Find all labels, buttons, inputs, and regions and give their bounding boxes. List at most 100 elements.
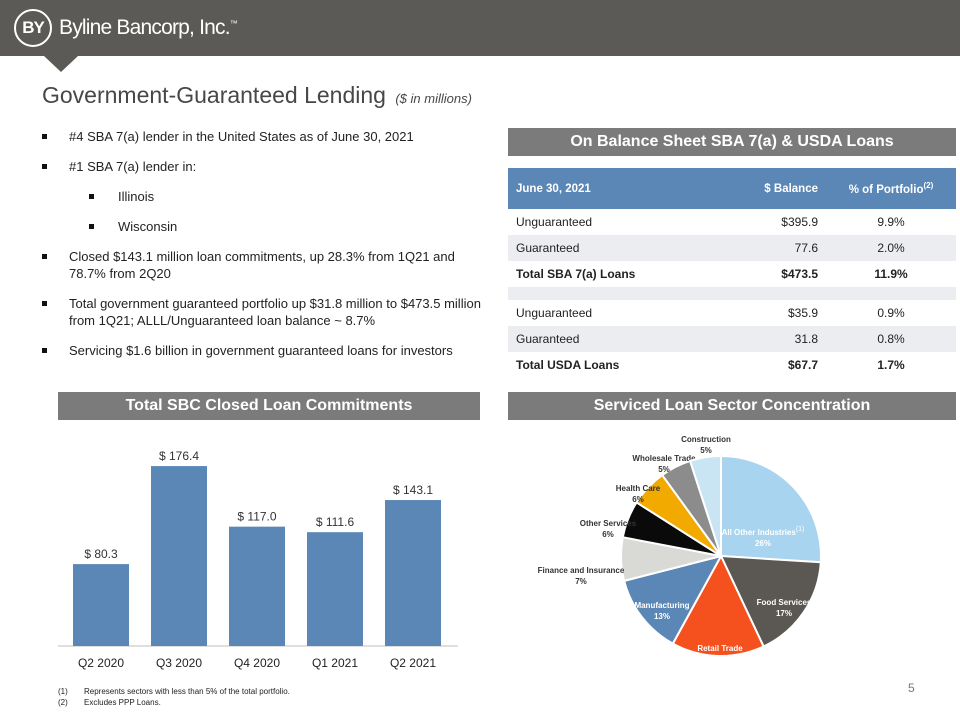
bullet-item: #4 SBA 7(a) lender in the United States … xyxy=(42,128,482,145)
slice-percent-label: 17% xyxy=(776,609,792,618)
logo-text: Byline Bancorp, Inc. xyxy=(59,16,231,39)
table-row: Guaranteed 31.8 0.8% xyxy=(508,326,956,352)
slice-percent-label: 5% xyxy=(700,446,712,455)
table-row: Guaranteed 77.6 2.0% xyxy=(508,235,956,261)
logo-trademark: ™ xyxy=(229,19,238,28)
bullet-item: Closed $143.1 million loan commitments, … xyxy=(42,248,482,282)
table-row: Unguaranteed $395.9 9.9% xyxy=(508,209,956,235)
footnote-text: Excludes PPP Loans. xyxy=(84,698,161,707)
footnote: (2) Excludes PPP Loans. xyxy=(58,697,290,708)
x-tick-label: Q4 2020 xyxy=(234,656,280,670)
slice-name-label: Finance and Insurance xyxy=(538,566,625,575)
slice-percent-label: 6% xyxy=(632,495,644,504)
bar-value-label: $ 80.3 xyxy=(84,547,118,561)
row-label: Total USDA Loans xyxy=(516,358,620,372)
slice-name-label: All Other Industries(1) xyxy=(722,526,805,537)
footnote-number: (2) xyxy=(58,698,68,707)
column-header-portfolio-text: % of Portfolio xyxy=(848,183,924,196)
bar-value-label: $ 111.6 xyxy=(316,515,355,529)
row-label: Guaranteed xyxy=(508,235,686,261)
table-spacer-row xyxy=(508,287,956,300)
slice-name-label: Construction xyxy=(681,435,731,444)
slice-name-label: Manufacturing xyxy=(634,601,689,610)
table-row: Unguaranteed $35.9 0.9% xyxy=(508,300,956,326)
bar xyxy=(307,532,363,646)
slice-name-label: Food Services xyxy=(757,598,812,607)
row-label: Unguaranteed xyxy=(516,215,593,229)
table-header-row: June 30, 2021 $ Balance % of Portfolio(2… xyxy=(508,168,956,209)
slice-name-label: Health Care xyxy=(616,484,661,493)
x-tick-label: Q3 2020 xyxy=(156,656,202,670)
x-tick-label: Q2 2021 xyxy=(390,656,436,670)
row-balance: 31.8 xyxy=(686,326,826,352)
slice-percent-label: 13% xyxy=(654,612,670,621)
row-percent: 0.8% xyxy=(826,326,956,352)
row-percent: 0.9% xyxy=(877,306,905,320)
highlights-list: #4 SBA 7(a) lender in the United States … xyxy=(42,128,482,372)
row-balance: 77.6 xyxy=(686,235,826,261)
footnotes: (1) Represents sectors with less than 5% … xyxy=(58,686,290,708)
pie-slice xyxy=(719,554,822,648)
slice-name-label: Other Services xyxy=(580,519,637,528)
bullet-item: #1 SBA 7(a) lender in: xyxy=(42,158,482,175)
table-total-row: Total USDA Loans $67.7 1.7% xyxy=(508,352,956,378)
bar xyxy=(151,466,207,646)
table-section-header: On Balance Sheet SBA 7(a) & USDA Loans xyxy=(508,128,956,156)
bar-chart-title: Total SBC Closed Loan Commitments xyxy=(58,392,480,420)
row-balance: $395.9 xyxy=(781,215,818,229)
bar xyxy=(229,526,285,646)
logo-mark: BY xyxy=(14,9,52,47)
pie-slice xyxy=(622,554,723,645)
pie-slice xyxy=(671,553,765,657)
row-label: Guaranteed xyxy=(508,326,686,352)
bullet-item: Servicing $1.6 billion in government gua… xyxy=(42,342,482,359)
row-percent: 2.0% xyxy=(826,235,956,261)
slice-percent-label: 5% xyxy=(658,465,670,474)
page-title: Government-Guaranteed Lending ($ in mill… xyxy=(42,82,472,109)
pie-chart: All Other Industries(1) 26% Food Services 1… xyxy=(538,435,822,664)
row-label: Total SBA 7(a) Loans xyxy=(516,267,636,281)
footnote-marker: (1) xyxy=(796,526,805,533)
row-balance: $473.5 xyxy=(781,267,818,281)
pie-slice xyxy=(688,454,722,557)
bullet-item: Total government guaranteed portfolio up… xyxy=(42,295,482,329)
table-total-row: Total SBA 7(a) Loans $473.5 11.9% xyxy=(508,261,956,287)
row-balance: $35.9 xyxy=(787,306,818,320)
slice-percent-label: 6% xyxy=(602,530,614,539)
footnote: (1) Represents sectors with less than 5% … xyxy=(58,686,290,697)
row-percent: 9.9% xyxy=(877,215,905,229)
sub-bullet-item: Wisconsin xyxy=(89,218,482,235)
page-title-units: ($ in millions) xyxy=(395,91,472,106)
bar xyxy=(385,500,441,646)
column-header-portfolio: % of Portfolio(2) xyxy=(826,168,956,209)
slice-name-label: Retail Trade xyxy=(697,644,743,653)
bar xyxy=(73,564,129,646)
slice-percent-label: 26% xyxy=(755,539,771,548)
page-title-text: Government-Guaranteed Lending xyxy=(42,82,386,108)
banner-notch xyxy=(44,56,78,72)
top-banner: BY Byline Bancorp, Inc.™ xyxy=(0,0,960,56)
bar-value-label: $ 143.1 xyxy=(393,483,433,497)
row-percent: 1.7% xyxy=(877,358,905,372)
loans-table: June 30, 2021 $ Balance % of Portfolio(2… xyxy=(508,168,956,378)
slice-name-label: Wholesale Trade xyxy=(632,454,696,463)
company-logo: BY Byline Bancorp, Inc.™ xyxy=(14,9,238,47)
sub-bullet-item: Illinois xyxy=(89,188,482,205)
row-percent: 11.9% xyxy=(874,267,908,281)
page-number: 5 xyxy=(908,681,915,695)
row-balance: $67.7 xyxy=(787,358,818,372)
x-tick-label: Q1 2021 xyxy=(312,656,358,670)
footnote-text: Represents sectors with less than 5% of … xyxy=(84,687,290,696)
slice-percent-label: 7% xyxy=(575,577,587,586)
bar-chart: $ 80.3 Q2 2020 $ 176.4 Q3 2020 $ 117.0 Q4 202… xyxy=(58,449,458,670)
x-tick-label: Q2 2020 xyxy=(78,656,124,670)
row-label: Unguaranteed xyxy=(516,306,593,320)
pie-slice xyxy=(720,454,822,564)
pie-chart-title: Serviced Loan Sector Concentration xyxy=(508,392,956,420)
slice-percent-label: 15% xyxy=(712,655,728,664)
footnote-marker: (2) xyxy=(923,181,934,191)
column-header-balance: $ Balance xyxy=(686,168,826,209)
bar-value-label: $ 176.4 xyxy=(159,449,199,463)
bar-value-label: $ 117.0 xyxy=(237,510,276,524)
column-header-date: June 30, 2021 xyxy=(508,168,686,209)
